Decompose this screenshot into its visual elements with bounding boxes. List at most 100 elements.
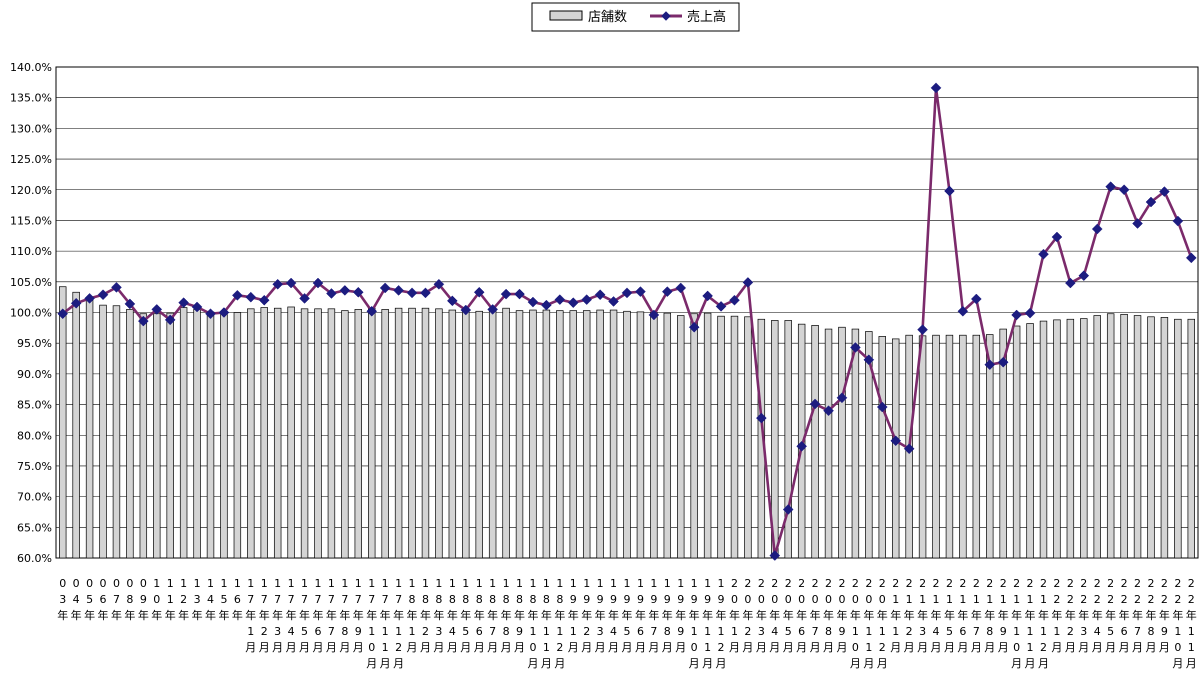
y-tick-label: 100.0% [10,307,52,320]
data-point [352,286,364,298]
y-axis: 60.0% 65.0% 70.0% 75.0% 80.0% 85.0% 90.0% 95.0%… [10,61,52,565]
bar [247,308,255,559]
data-point [164,314,176,326]
legend-label-店舗数: 店舗数 [588,10,627,25]
bar [421,307,430,559]
data-point [446,295,458,307]
bar [435,308,443,559]
data-point [97,289,109,301]
bar [999,328,1007,559]
data-point [648,309,660,321]
data-point [970,293,982,305]
bar [273,307,282,559]
bar [1133,315,1142,559]
bar [757,318,766,559]
y-tick-label: 110.0% [10,245,52,258]
data-point [1145,196,1157,208]
bar [878,336,886,559]
bar [381,309,389,559]
y-tick-label: 135.0% [10,92,52,105]
bar [515,310,524,559]
bar [569,310,577,559]
y-tick-label: 80.0% [17,429,52,442]
legend-marker-売上高 [661,11,671,21]
bar [838,326,846,559]
bar [1160,317,1169,559]
bar [341,310,349,559]
bar [703,312,712,559]
data-point [285,277,297,289]
bar [99,304,107,559]
y-tick-label: 90.0% [17,368,52,381]
data-point [621,287,633,299]
bar [408,307,416,559]
data-point [1078,270,1090,282]
bar [865,331,873,559]
bar [1053,319,1061,559]
data-point [554,294,566,305]
data-point [124,298,136,310]
bar [636,311,645,559]
data-point [1172,215,1184,227]
bar [1039,320,1048,559]
data-point [796,440,808,452]
bar [1187,318,1195,559]
bar [139,313,148,559]
data-point [944,185,955,197]
bar [1174,318,1182,559]
data-point [137,315,149,327]
data-point [876,401,888,413]
bar [851,328,860,559]
data-point [608,296,619,307]
bar [153,313,161,559]
bar [193,309,201,559]
y-tick-label: 95.0% [17,337,52,350]
data-point [151,304,163,315]
data-point [245,291,257,303]
bar [824,328,833,559]
data-point [460,304,472,316]
data-point [729,294,740,306]
y-tick-label: 130.0% [10,122,52,135]
x-axis: 0 3 年0 4 年0 5 年0 6 年0 7 年0 8 年0 9 年1 0 年1 1 年1 2 年1 3 年1 4 年1 5 年1… [57,577,1197,670]
data-point [500,288,512,300]
bar [448,309,457,559]
y-tick-label: 65.0% [17,521,52,534]
bar [918,335,927,559]
bar [650,312,658,559]
bar [529,309,537,559]
data-point [312,277,324,289]
data-point [863,354,875,366]
bar [932,334,940,559]
y-tick-label: 125.0% [10,153,52,166]
bar [1026,323,1034,559]
